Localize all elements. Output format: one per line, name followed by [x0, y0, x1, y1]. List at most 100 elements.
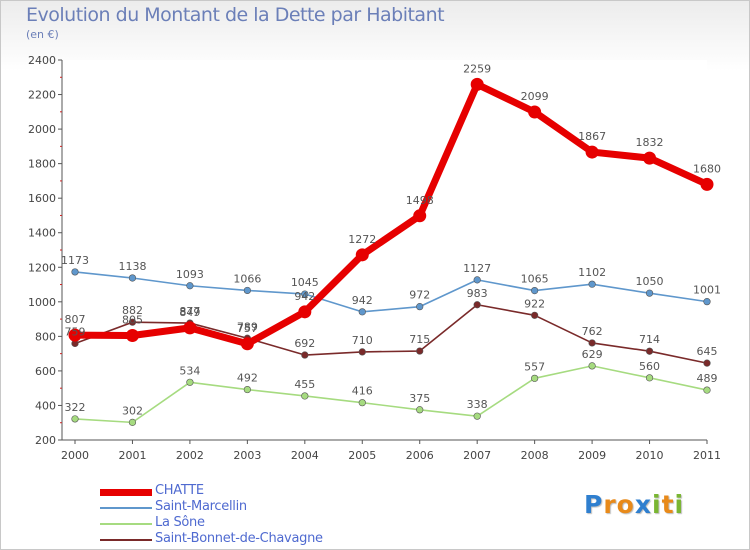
y-tick-label: 600: [35, 365, 56, 378]
legend-label: CHATTE: [155, 483, 204, 498]
logo-letter: P: [584, 490, 604, 519]
data-label: 2099: [521, 90, 549, 103]
data-point: [355, 248, 369, 262]
data-point: [128, 418, 137, 426]
data-label: 534: [179, 364, 200, 377]
data-point: [416, 406, 424, 414]
legend-item: Saint-Bonnet-de-Chavagne: [100, 531, 400, 548]
y-tick-label: 1400: [28, 227, 56, 240]
data-label: 983: [467, 287, 488, 300]
data-point: [298, 305, 312, 319]
data-label: 1680: [693, 162, 721, 175]
data-label: 877: [179, 305, 200, 318]
data-point: [588, 339, 596, 347]
proxiti-logo: Proxiti: [584, 490, 684, 519]
x-tick-label: 2010: [636, 449, 664, 462]
y-tick-label: 1600: [28, 192, 56, 205]
data-point: [358, 399, 366, 407]
data-point: [588, 280, 596, 288]
legend-label: Saint-Bonnet-de-Chavagne: [155, 531, 323, 546]
y-tick-label: 800: [35, 330, 56, 343]
x-tick-label: 2011: [693, 449, 721, 462]
data-label: 710: [352, 334, 373, 347]
y-tick-label: 2200: [28, 89, 56, 102]
data-label: 489: [697, 372, 718, 385]
data-label: 1065: [521, 273, 549, 286]
x-tick-label: 2004: [291, 449, 319, 462]
data-label: 560: [639, 360, 660, 373]
data-point: [125, 329, 139, 342]
data-point: [531, 286, 539, 295]
logo-letter: r: [603, 490, 617, 519]
data-label: 492: [237, 372, 258, 385]
x-tick-label: 2008: [521, 449, 549, 462]
legend-swatch: [100, 523, 152, 525]
data-label: 1498: [406, 194, 434, 207]
x-tick-label: 2003: [233, 449, 261, 462]
data-label: 1832: [636, 136, 664, 149]
data-label: 1102: [578, 266, 606, 279]
legend-item: La Sône: [100, 515, 400, 532]
data-label: 942: [352, 294, 373, 307]
data-label: 715: [409, 333, 430, 346]
data-label: 1001: [693, 284, 721, 297]
data-point: [71, 268, 79, 276]
logo-letter: o: [616, 490, 635, 519]
data-label: 1045: [291, 276, 319, 289]
legend-item: CHATTE: [100, 483, 400, 500]
data-point: [301, 290, 309, 298]
data-point: [240, 337, 254, 351]
data-point: [71, 415, 79, 423]
y-tick-label: 2000: [28, 123, 56, 136]
data-label: 1066: [233, 272, 261, 285]
data-label: 455: [294, 378, 315, 391]
data-point: [416, 303, 424, 311]
chart-title: Evolution du Montant de la Dette par Hab…: [26, 4, 445, 26]
x-tick-label: 2006: [406, 449, 434, 462]
data-point: [643, 151, 657, 165]
data-point: [470, 77, 484, 91]
data-label: 2259: [463, 62, 491, 75]
data-point: [531, 374, 539, 382]
x-tick-label: 2009: [578, 449, 606, 462]
data-point: [645, 374, 654, 382]
data-point: [528, 105, 542, 119]
data-label: 629: [582, 348, 603, 361]
logo-letter: i: [674, 490, 685, 519]
data-label: 1867: [578, 130, 606, 143]
y-tick-label: 1200: [28, 261, 56, 274]
data-label: 1138: [118, 260, 146, 273]
legend-swatch: [100, 507, 152, 509]
legend-swatch: [100, 539, 152, 541]
data-label: 762: [582, 325, 603, 338]
data-label: 922: [524, 297, 545, 310]
data-point: [128, 274, 137, 282]
legend-label: Saint-Marcellin: [155, 499, 247, 514]
data-point: [186, 378, 194, 386]
data-point: [585, 145, 599, 159]
data-point: [243, 286, 251, 295]
plot-area: [62, 60, 707, 440]
data-label: 757: [237, 322, 258, 335]
data-point: [703, 298, 711, 306]
data-point: [473, 412, 481, 420]
data-label: 805: [122, 314, 143, 327]
data-label: 1093: [176, 268, 204, 281]
data-point: [301, 392, 309, 400]
data-point: [416, 347, 424, 355]
series-line-0: [71, 80, 711, 348]
data-point: [358, 308, 366, 316]
data-label: 645: [697, 345, 718, 358]
data-point: [243, 385, 251, 394]
data-label: 338: [467, 398, 488, 411]
data-point: [700, 177, 714, 191]
data-point: [703, 359, 711, 367]
data-point: [301, 351, 309, 359]
data-label: 1272: [348, 233, 376, 246]
legend-item: Saint-Marcellin: [100, 499, 400, 516]
data-point: [186, 282, 194, 290]
data-point: [183, 321, 197, 335]
data-point: [473, 301, 481, 309]
data-label: 942: [294, 290, 315, 303]
